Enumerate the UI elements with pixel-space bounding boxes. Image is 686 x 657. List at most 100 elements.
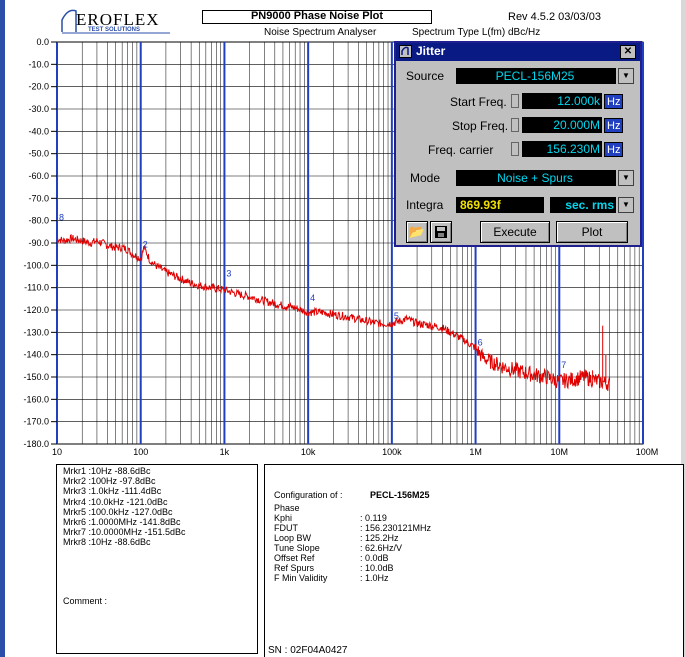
config-value: : 1.0Hz bbox=[360, 573, 389, 583]
config-heading: Configuration of : bbox=[274, 490, 343, 500]
plot-button[interactable]: Plot bbox=[556, 221, 628, 243]
y-tick-label: -80.0 bbox=[28, 216, 49, 226]
marker-readout: Mrkr4 :10.0kHz -121.0dBc bbox=[63, 496, 168, 507]
marker-readout: Mrkr1 :10Hz -88.6dBc bbox=[63, 466, 151, 476]
marker-label: 8 bbox=[59, 213, 64, 223]
config-key: Loop BW bbox=[274, 533, 312, 543]
app-icon bbox=[399, 45, 412, 58]
serial-number: SN : 02F04A0427 bbox=[268, 645, 348, 656]
marker-readout: Mrkr2 :100Hz -97.8dBc bbox=[63, 476, 156, 487]
y-tick-label: -130.0 bbox=[23, 327, 49, 337]
x-tick-label: 10k bbox=[301, 447, 316, 457]
chevron-down-icon[interactable]: ▼ bbox=[618, 197, 634, 213]
x-tick-label: 100 bbox=[133, 447, 148, 457]
config-value: : 62.6Hz/V bbox=[360, 543, 403, 553]
start-freq-label: Start Freq. bbox=[450, 95, 507, 109]
start-freq-unit: Hz bbox=[604, 94, 624, 109]
source-select[interactable]: PECL-156M25 bbox=[456, 68, 616, 84]
stop-freq-input[interactable]: 20.000M bbox=[522, 117, 602, 133]
marker-label: 5 bbox=[394, 311, 399, 321]
comment-label: Comment : bbox=[63, 596, 108, 606]
stop-freq-label: Stop Freq. bbox=[452, 119, 509, 133]
open-folder-icon[interactable]: 📂 bbox=[406, 221, 428, 243]
mode-select[interactable]: Noise + Spurs bbox=[456, 170, 616, 186]
close-button[interactable]: ✕ bbox=[620, 45, 636, 59]
carrier-freq-label: Freq. carrier bbox=[428, 143, 494, 157]
x-tick-label: 100M bbox=[636, 447, 659, 457]
y-tick-label: -50.0 bbox=[28, 149, 49, 159]
markers-list: Mrkr1 :10Hz -88.6dBc Mrkr2 :100Hz -97.8dB… bbox=[63, 466, 186, 548]
y-tick-label: -170.0 bbox=[23, 417, 49, 427]
source-label: Source bbox=[406, 69, 445, 83]
start-freq-input[interactable]: 12.000k bbox=[522, 93, 602, 109]
execute-button[interactable]: Execute bbox=[480, 221, 550, 243]
dialog-title: Jitter bbox=[416, 44, 446, 58]
aeroflex-logo bbox=[60, 8, 172, 36]
y-tick-label: -90.0 bbox=[28, 238, 49, 248]
config-key: Tune Slope bbox=[274, 543, 320, 553]
marker-readout: Mrkr7 :10.0000MHz -151.5dBc bbox=[63, 527, 186, 538]
config-key: Kphi bbox=[274, 513, 293, 523]
config-key: F Min Validity bbox=[274, 573, 328, 583]
spectrum-type-label: Spectrum Type L(fm) dBc/Hz bbox=[412, 27, 541, 38]
marker-readout: Mrkr5 :100.0kHz -127.0dBc bbox=[63, 506, 173, 517]
subtitle-label: Noise Spectrum Analyser bbox=[264, 27, 377, 38]
x-tick-label: 10M bbox=[551, 447, 569, 457]
logo-text: EROFLEX bbox=[76, 10, 160, 29]
start-freq-spinner-icon[interactable] bbox=[511, 94, 519, 108]
y-tick-label: -160.0 bbox=[23, 394, 49, 404]
marker-label: 2 bbox=[143, 239, 148, 249]
config-key: FDUT bbox=[274, 523, 298, 533]
title-frame bbox=[202, 10, 432, 24]
integra-value: 869.93f bbox=[456, 197, 544, 213]
y-tick-label: -110.0 bbox=[24, 283, 49, 293]
carrier-freq-spinner-icon[interactable] bbox=[511, 142, 519, 156]
config-value: : 10.0dB bbox=[360, 563, 394, 573]
config-value: : 156.230121MHz bbox=[360, 523, 432, 533]
save-disk-icon[interactable] bbox=[430, 221, 452, 243]
config-key: Offset Ref bbox=[274, 553, 315, 563]
y-tick-label: -40.0 bbox=[28, 126, 49, 136]
config-key: Ref Spurs bbox=[274, 563, 315, 573]
marker-label: 3 bbox=[226, 269, 231, 279]
x-tick-label: 1M bbox=[469, 447, 482, 457]
dialog-titlebar[interactable]: Jitter ✕ bbox=[396, 43, 640, 61]
y-tick-label: -180.0 bbox=[23, 439, 49, 449]
stop-freq-unit: Hz bbox=[604, 118, 624, 133]
marker-readout: Mrkr3 :1.0kHz -111.4dBc bbox=[63, 486, 162, 497]
marker-label: 4 bbox=[310, 293, 315, 303]
y-tick-label: -150.0 bbox=[23, 372, 49, 382]
y-tick-label: -120.0 bbox=[23, 305, 49, 315]
noise-trace bbox=[56, 234, 611, 391]
config-value: : 125.2Hz bbox=[360, 533, 399, 543]
marker-readout: Mrkr8 :10Hz -88.6dBc bbox=[63, 537, 151, 548]
config-value: : 0.119 bbox=[360, 513, 387, 523]
config-value: : 0.0dB bbox=[360, 553, 389, 563]
config-device: PECL-156M25 bbox=[370, 490, 430, 500]
page-title: PN9000 Phase Noise Plot bbox=[250, 10, 384, 22]
x-tick-label: 10 bbox=[52, 447, 62, 457]
marker-readout: Mrkr6 :1.0000MHz -141.8dBc bbox=[63, 517, 181, 528]
chevron-down-icon[interactable]: ▼ bbox=[618, 170, 634, 186]
carrier-freq-unit: Hz bbox=[604, 142, 624, 157]
chevron-down-icon[interactable]: ▼ bbox=[618, 68, 634, 84]
x-tick-label: 100k bbox=[382, 447, 402, 457]
y-tick-label: -20.0 bbox=[28, 82, 49, 92]
marker-label: 6 bbox=[478, 338, 483, 348]
logo-arc-icon bbox=[61, 9, 170, 34]
integra-unit-select[interactable]: sec. rms bbox=[550, 197, 616, 213]
y-tick-label: -70.0 bbox=[28, 193, 49, 203]
marker-label: 7 bbox=[561, 360, 566, 370]
y-tick-label: -140.0 bbox=[23, 350, 49, 360]
stop-freq-spinner-icon[interactable] bbox=[511, 118, 519, 132]
integra-label: Integra bbox=[406, 198, 444, 212]
jitter-dialog: Jitter ✕ Source PECL-156M25 ▼ Start Freq… bbox=[394, 41, 642, 247]
config-section: Phase bbox=[274, 503, 300, 513]
y-tick-label: -10.0 bbox=[28, 59, 49, 69]
version-label: Rev 4.5.2 03/03/03 bbox=[508, 11, 601, 23]
y-tick-label: -30.0 bbox=[28, 104, 49, 114]
page-left-edge bbox=[0, 0, 5, 657]
page-right-edge bbox=[681, 0, 686, 657]
mode-label: Mode bbox=[410, 171, 441, 185]
carrier-freq-input[interactable]: 156.230M bbox=[522, 141, 602, 157]
